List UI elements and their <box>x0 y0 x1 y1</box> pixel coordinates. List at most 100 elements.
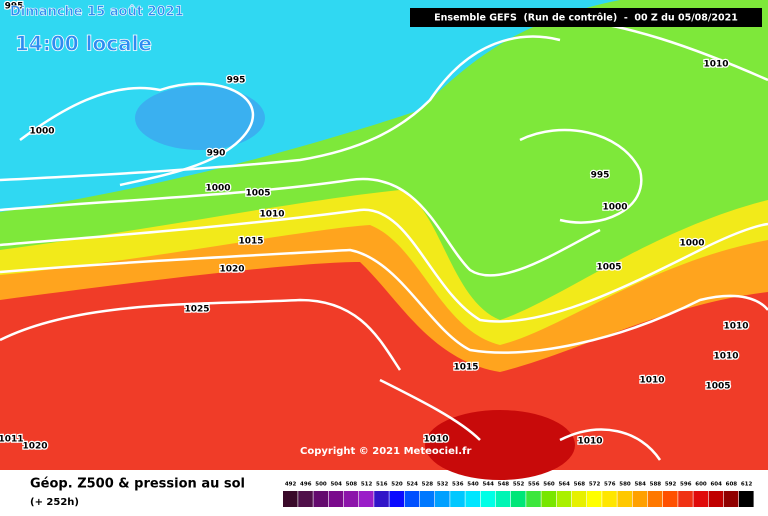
isobar-label: 1010 <box>713 352 738 362</box>
isobar <box>519 128 643 224</box>
legend-swatch <box>343 491 359 507</box>
isobar <box>0 35 561 182</box>
isobar-label: 990 <box>207 149 226 159</box>
legend-label: 584 <box>634 482 646 488</box>
legend-label: 540 <box>467 482 479 488</box>
legend-swatch <box>541 491 556 507</box>
legend-swatch <box>556 491 572 507</box>
legend-label: 580 <box>619 482 631 488</box>
time-title: 14:00 locale <box>15 32 152 56</box>
isobar-label: 1011 <box>0 435 24 445</box>
legend: 492 496 500 504 508 512 516 520 524 528 532 536 540 5… <box>283 482 754 507</box>
legend-label: 516 <box>376 482 388 488</box>
legend-label: 492 <box>285 482 297 488</box>
isobar-label: 995 <box>5 2 24 12</box>
legend-label: 496 <box>300 482 312 488</box>
isobar-label: 1020 <box>219 265 244 275</box>
legend-swatch <box>632 491 648 507</box>
legend-swatch <box>723 491 739 507</box>
legend-label: 560 <box>543 482 555 488</box>
low-pressure-area <box>135 86 265 150</box>
legend-swatch <box>678 491 693 507</box>
isobar-label: 1005 <box>596 263 621 273</box>
legend-swatch <box>313 491 328 507</box>
legend-label: 548 <box>498 482 510 488</box>
legend-swatch <box>693 491 708 507</box>
isobar <box>0 248 768 354</box>
legend-swatch <box>587 491 602 507</box>
date-title: Dimanche 15 août 2021 <box>10 5 184 20</box>
legend-swatch <box>526 491 541 507</box>
isobar-label: 1015 <box>238 237 263 247</box>
isobar <box>379 378 662 461</box>
isobar-label: 1010 <box>423 435 448 445</box>
isobar-label: 1025 <box>184 305 209 315</box>
isobar-label: 1010 <box>259 210 284 220</box>
isobar <box>0 298 402 371</box>
isobar-label: 1010 <box>577 437 602 447</box>
legend-label: 564 <box>558 482 570 488</box>
legend-label: 536 <box>452 482 464 488</box>
legend-swatch <box>602 491 617 507</box>
legend-swatch <box>419 491 435 507</box>
legend-label: 504 <box>330 482 342 488</box>
legend-swatch <box>647 491 663 507</box>
legend-swatch <box>404 491 420 507</box>
legend-label: 512 <box>361 482 373 488</box>
legend-label: 612 <box>741 482 753 488</box>
legend-swatch <box>359 491 374 507</box>
copyright: Copyright © 2021 Meteociel.fr <box>300 446 471 457</box>
isobar-label: 1000 <box>602 203 627 213</box>
legend-swatch <box>374 491 389 507</box>
legend-label: 608 <box>726 482 738 488</box>
legend-swatch <box>450 491 465 507</box>
legend-label: 604 <box>710 482 722 488</box>
legend-label: 568 <box>574 482 586 488</box>
isobar <box>0 208 768 323</box>
legend-label: 592 <box>665 482 677 488</box>
legend-label: 532 <box>437 482 449 488</box>
legend-label: 520 <box>391 482 403 488</box>
legend-swatch <box>663 491 678 507</box>
legend-label: 508 <box>346 482 358 488</box>
legend-label: 528 <box>422 482 434 488</box>
isobar-label: 995 <box>227 76 246 86</box>
run-box <box>410 8 762 27</box>
legend-swatch <box>617 491 632 507</box>
footer-subtitle: (+ 252h) <box>30 497 79 508</box>
legend-swatch <box>571 491 587 507</box>
isobar-label: 1020 <box>22 442 47 452</box>
legend-swatch <box>298 491 313 507</box>
legend-label: 500 <box>315 482 327 488</box>
legend-label: 572 <box>589 482 601 488</box>
isobar-label: 1010 <box>703 60 728 70</box>
isobar-label: 1015 <box>453 363 478 373</box>
legend-swatch <box>465 491 480 507</box>
footer-title: Géop. Z500 & pression au sol <box>30 477 245 492</box>
legend-swatch <box>511 491 526 507</box>
legend-swatch <box>328 491 344 507</box>
legend-swatch <box>739 491 754 507</box>
isobar-label: 1000 <box>679 239 704 249</box>
run-info: Ensemble GEFS (Run de contrôle) - 00 Z d… <box>434 13 738 24</box>
legend-swatch <box>435 491 450 507</box>
legend-swatch <box>708 491 724 507</box>
legend-label: 544 <box>482 482 494 488</box>
isobar-label: 1000 <box>205 184 230 194</box>
legend-label: 556 <box>528 482 540 488</box>
isobar-label: 1005 <box>705 382 730 392</box>
legend-swatch <box>495 491 511 507</box>
zone-dark-red <box>425 410 575 480</box>
legend-swatch <box>389 491 404 507</box>
isobar-label: 1005 <box>245 189 270 199</box>
isobar <box>0 177 601 277</box>
legend-swatch <box>480 491 496 507</box>
legend-label: 552 <box>513 482 525 488</box>
isobar-label: 1000 <box>29 127 54 137</box>
zone-red <box>0 262 768 470</box>
legend-label: 588 <box>650 482 662 488</box>
legend-label: 576 <box>604 482 616 488</box>
legend-label: 596 <box>680 482 692 488</box>
legend-label: 524 <box>406 482 418 488</box>
